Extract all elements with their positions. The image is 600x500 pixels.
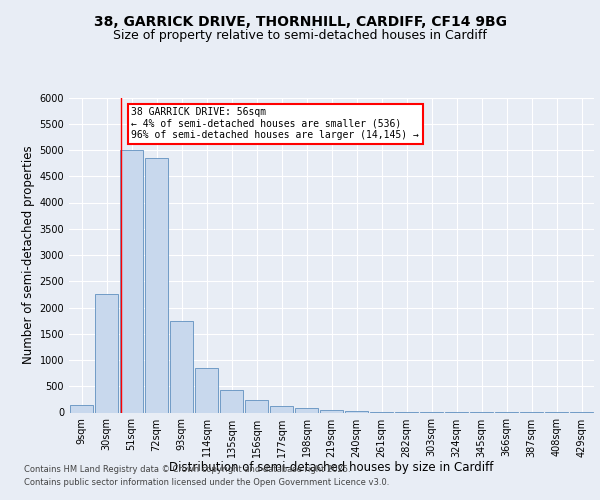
Text: Size of property relative to semi-detached houses in Cardiff: Size of property relative to semi-detach… xyxy=(113,28,487,42)
Bar xyxy=(345,411,368,412)
Text: 38 GARRICK DRIVE: 56sqm
← 4% of semi-detached houses are smaller (536)
96% of se: 38 GARRICK DRIVE: 56sqm ← 4% of semi-det… xyxy=(131,107,419,140)
Bar xyxy=(220,390,243,412)
Bar xyxy=(195,368,218,412)
Text: Contains HM Land Registry data © Crown copyright and database right 2025.: Contains HM Land Registry data © Crown c… xyxy=(24,466,350,474)
Bar xyxy=(170,320,193,412)
Text: 38, GARRICK DRIVE, THORNHILL, CARDIFF, CF14 9BG: 38, GARRICK DRIVE, THORNHILL, CARDIFF, C… xyxy=(94,16,506,30)
X-axis label: Distribution of semi-detached houses by size in Cardiff: Distribution of semi-detached houses by … xyxy=(169,461,494,474)
Bar xyxy=(145,158,168,412)
Y-axis label: Number of semi-detached properties: Number of semi-detached properties xyxy=(22,146,35,364)
Bar xyxy=(120,150,143,412)
Text: Contains public sector information licensed under the Open Government Licence v3: Contains public sector information licen… xyxy=(24,478,389,487)
Bar xyxy=(320,410,343,412)
Bar xyxy=(95,294,118,412)
Bar xyxy=(295,408,318,412)
Bar xyxy=(270,406,293,412)
Bar xyxy=(245,400,268,412)
Bar xyxy=(70,404,93,412)
